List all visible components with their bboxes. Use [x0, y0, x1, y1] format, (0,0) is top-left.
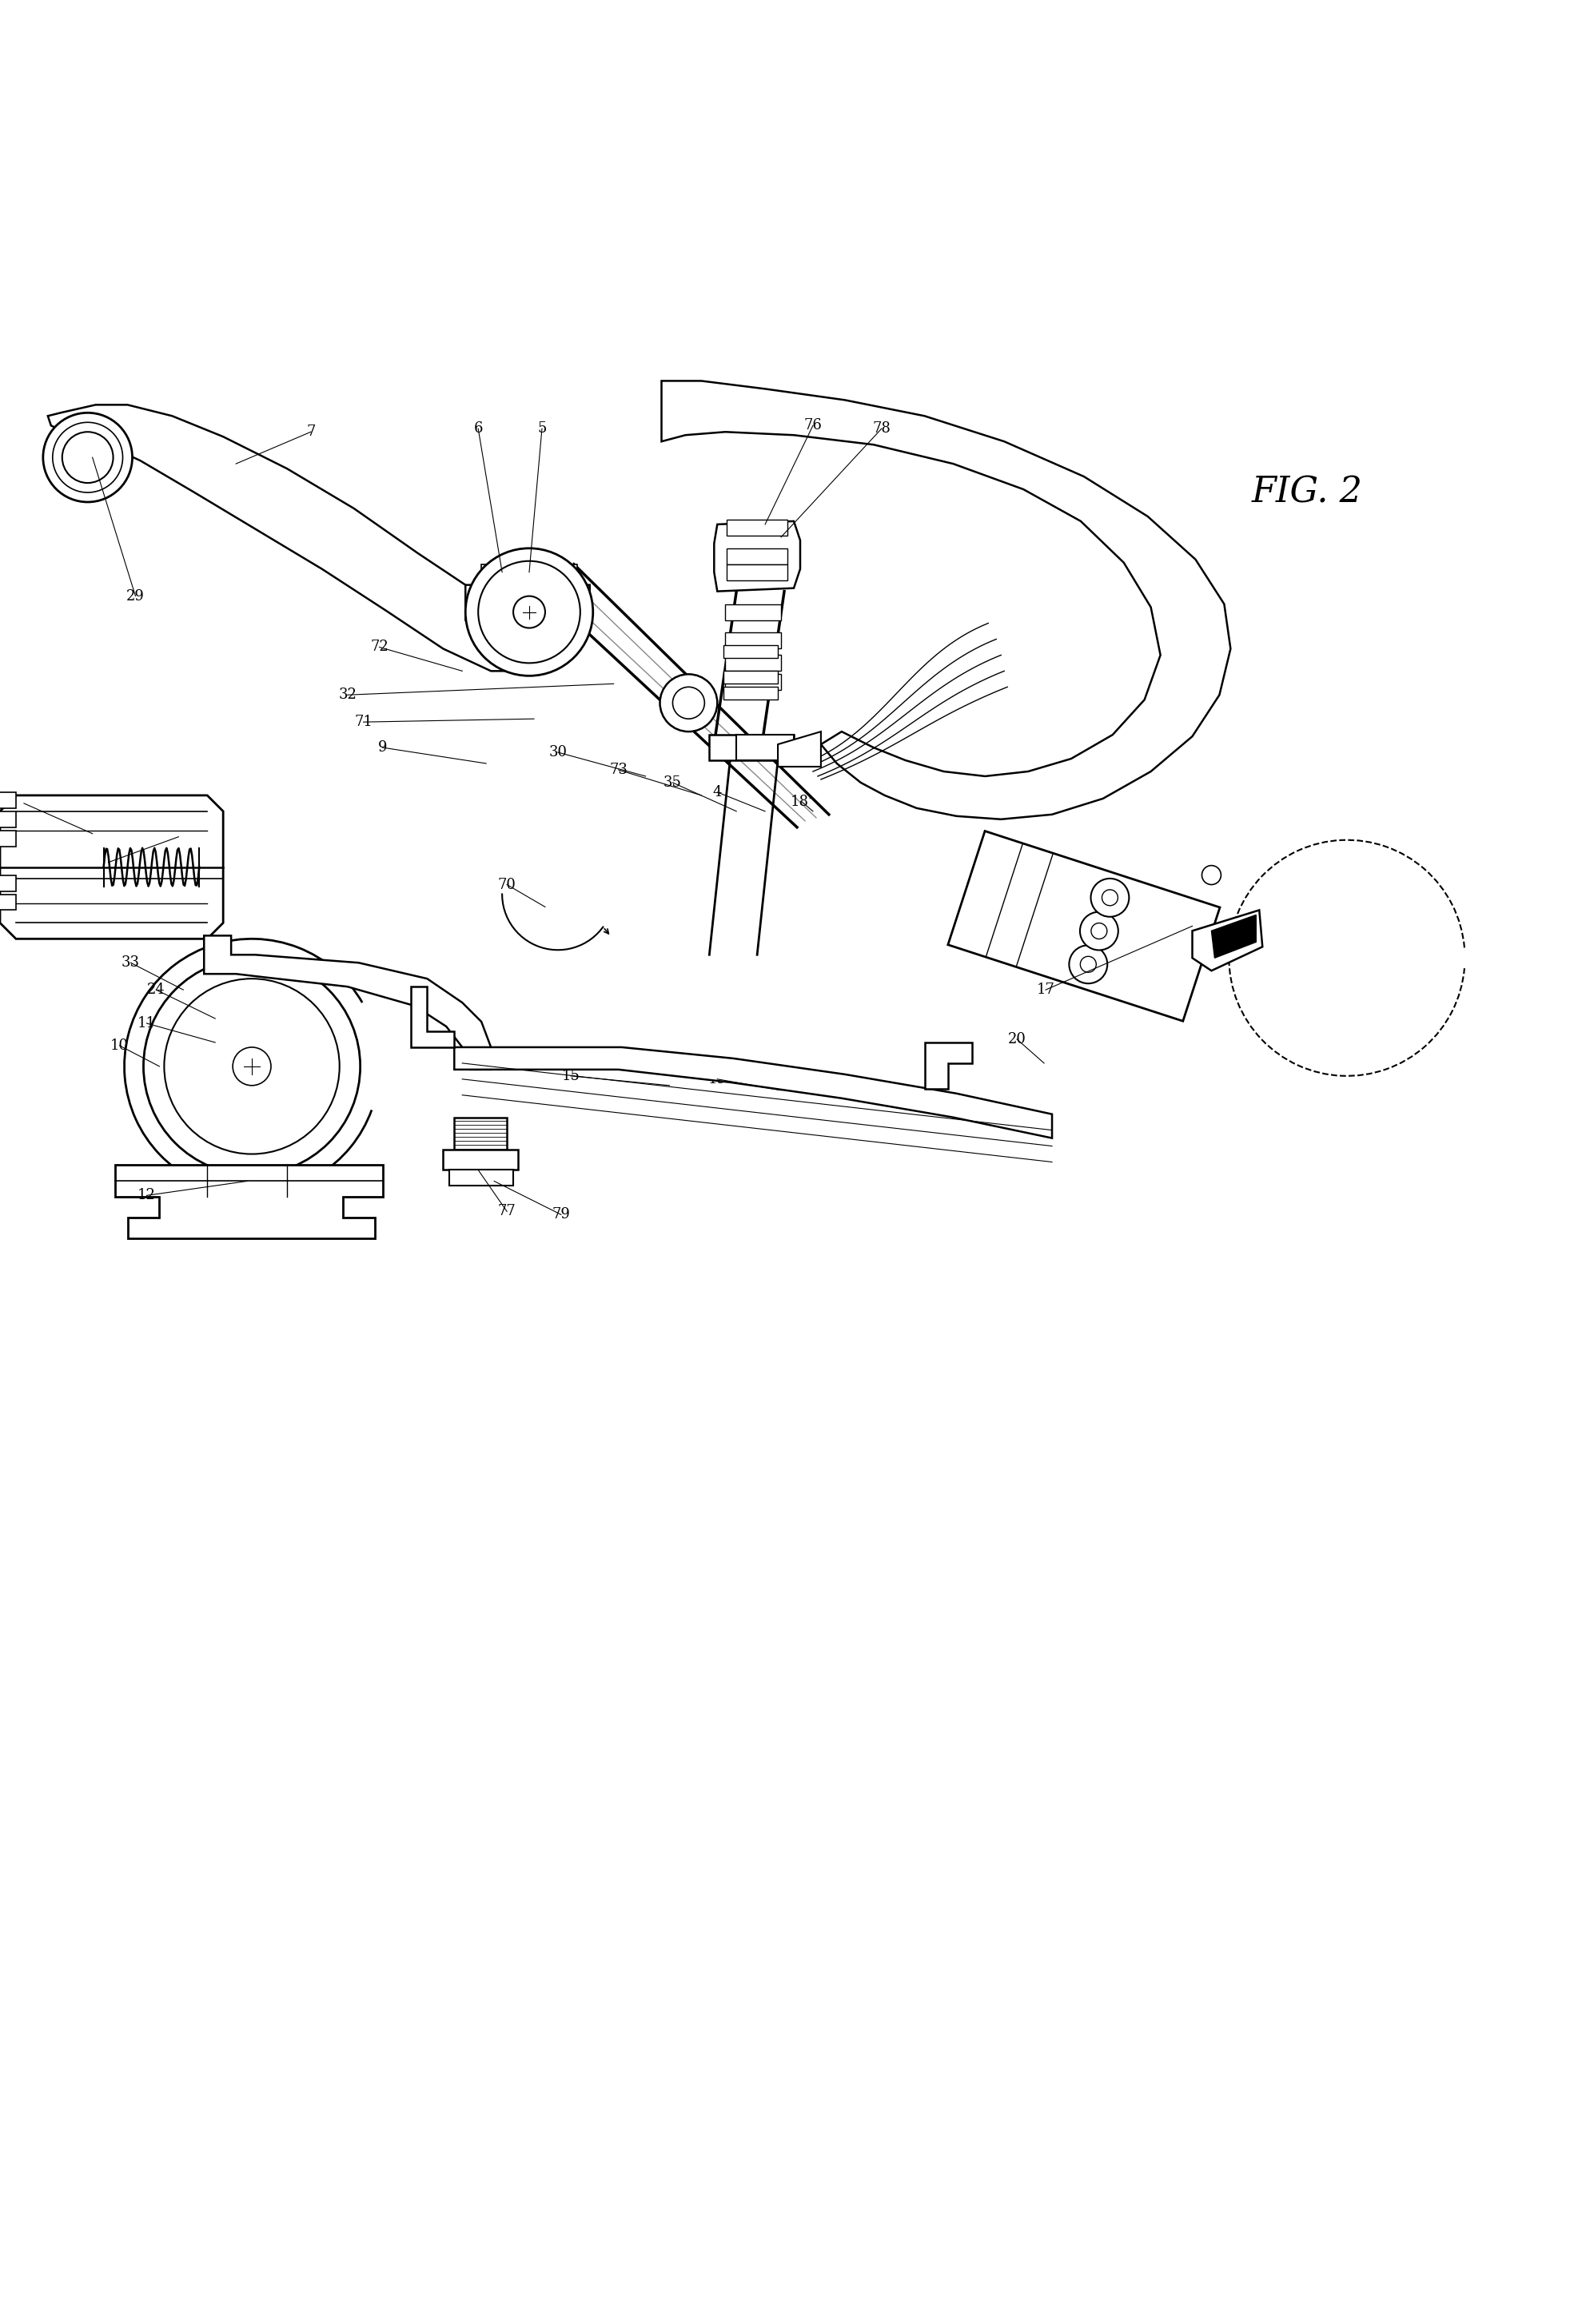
Text: 35: 35 — [663, 776, 682, 790]
Polygon shape — [725, 632, 781, 648]
Text: 10: 10 — [110, 1039, 129, 1053]
Polygon shape — [727, 548, 787, 565]
Polygon shape — [725, 655, 781, 672]
Polygon shape — [454, 1048, 1052, 1139]
Text: 77: 77 — [497, 1204, 516, 1218]
Polygon shape — [454, 1118, 507, 1150]
Text: 76: 76 — [803, 418, 823, 432]
Polygon shape — [724, 672, 778, 683]
Text: 29: 29 — [126, 588, 145, 604]
Polygon shape — [662, 381, 1231, 820]
Text: 73: 73 — [609, 762, 628, 776]
Text: 79: 79 — [552, 1208, 571, 1222]
Text: 9: 9 — [378, 741, 387, 755]
Circle shape — [1202, 865, 1221, 885]
Circle shape — [660, 674, 717, 732]
Polygon shape — [709, 734, 794, 760]
Polygon shape — [204, 937, 491, 1069]
Circle shape — [1081, 911, 1119, 951]
Text: 26: 26 — [169, 830, 188, 844]
Polygon shape — [115, 1164, 383, 1239]
Polygon shape — [725, 674, 781, 690]
Polygon shape — [736, 734, 794, 760]
Polygon shape — [443, 1150, 518, 1169]
Polygon shape — [948, 832, 1219, 1020]
Text: 5: 5 — [537, 421, 547, 437]
Text: 19: 19 — [708, 1071, 727, 1085]
Polygon shape — [724, 646, 778, 658]
Circle shape — [43, 414, 132, 502]
Polygon shape — [0, 792, 16, 809]
Text: 71: 71 — [354, 716, 373, 730]
Text: 17: 17 — [1036, 983, 1055, 997]
Polygon shape — [714, 521, 800, 590]
Text: 7: 7 — [306, 425, 316, 439]
Polygon shape — [925, 1043, 972, 1088]
Circle shape — [465, 548, 593, 676]
Text: 11: 11 — [137, 1016, 156, 1030]
Polygon shape — [724, 688, 778, 700]
Polygon shape — [1211, 916, 1256, 957]
Polygon shape — [465, 586, 590, 627]
Text: 6: 6 — [473, 421, 483, 437]
Text: 15: 15 — [561, 1069, 580, 1083]
Polygon shape — [0, 795, 223, 939]
Polygon shape — [48, 404, 542, 672]
Circle shape — [1090, 878, 1129, 916]
Text: 32: 32 — [338, 688, 357, 702]
Polygon shape — [778, 732, 821, 767]
Polygon shape — [545, 565, 577, 586]
Text: 78: 78 — [872, 421, 891, 437]
Polygon shape — [1192, 911, 1262, 971]
Polygon shape — [0, 811, 16, 827]
Text: 22: 22 — [83, 827, 102, 841]
Polygon shape — [0, 830, 16, 846]
Text: 12: 12 — [137, 1188, 156, 1204]
Polygon shape — [0, 876, 16, 890]
Circle shape — [1070, 946, 1108, 983]
Circle shape — [143, 957, 360, 1174]
Text: 70: 70 — [497, 878, 516, 892]
Polygon shape — [515, 565, 547, 586]
Text: FIG. 2: FIG. 2 — [1251, 474, 1363, 509]
Polygon shape — [727, 521, 787, 535]
Text: 18': 18' — [791, 795, 813, 809]
Text: 20: 20 — [1007, 1032, 1027, 1046]
Polygon shape — [411, 988, 454, 1048]
Text: 4: 4 — [713, 786, 722, 799]
Polygon shape — [725, 604, 781, 621]
Polygon shape — [727, 565, 787, 581]
Text: 30: 30 — [548, 746, 567, 760]
Polygon shape — [0, 895, 16, 911]
Polygon shape — [481, 565, 513, 586]
Text: 24: 24 — [147, 983, 166, 997]
Polygon shape — [450, 1169, 513, 1185]
Text: 33: 33 — [121, 955, 140, 969]
Text: 72: 72 — [370, 639, 389, 655]
